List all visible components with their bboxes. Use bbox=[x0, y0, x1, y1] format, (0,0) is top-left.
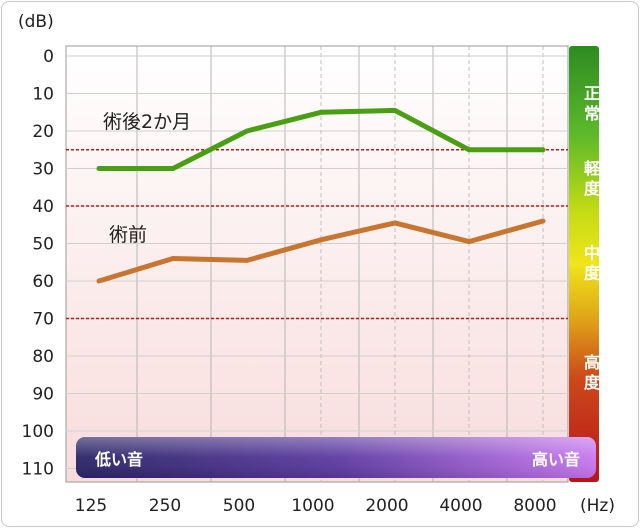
x-tick-label: 500 bbox=[223, 496, 255, 516]
x-axis-unit: (Hz) bbox=[580, 496, 615, 516]
severity-band-label: 中度 bbox=[584, 243, 601, 282]
y-tick-label: 70 bbox=[32, 310, 54, 330]
y-axis-unit: (dB) bbox=[18, 12, 54, 32]
y-tick-label: 40 bbox=[32, 197, 54, 217]
y-tick-label: 90 bbox=[32, 385, 54, 405]
x-tick-label: 250 bbox=[149, 496, 181, 516]
x-tick-label: 1000 bbox=[291, 496, 334, 516]
y-tick-label: 50 bbox=[32, 235, 54, 255]
severity-band-label: 高度 bbox=[584, 353, 601, 392]
severity-band-label: 正常 bbox=[584, 84, 600, 123]
y-tick-label: 110 bbox=[22, 460, 54, 480]
y-axis-ticks: 0 10 20 30 40 50 60 70 80 90 100 110 bbox=[22, 47, 54, 480]
series-lines bbox=[96, 107, 546, 284]
high-pitch-label: 高い音 bbox=[532, 450, 580, 469]
severity-scale bbox=[569, 46, 599, 482]
y-tick-label: 60 bbox=[32, 272, 54, 292]
severity-band-label: 軽度 bbox=[584, 159, 601, 198]
series-line-pre-op bbox=[96, 218, 546, 284]
y-tick-label: 30 bbox=[32, 160, 54, 180]
x-tick-label: 4000 bbox=[439, 496, 482, 516]
series-line-post-op bbox=[96, 107, 546, 171]
y-tick-label: 10 bbox=[32, 85, 54, 105]
series-label-post-op: 術後2か月 bbox=[103, 111, 191, 133]
x-tick-label: 8000 bbox=[513, 496, 556, 516]
y-tick-label: 0 bbox=[43, 47, 54, 67]
x-tick-label: 2000 bbox=[365, 496, 408, 516]
grid bbox=[66, 46, 568, 482]
x-tick-label: 125 bbox=[75, 496, 107, 516]
y-tick-label: 100 bbox=[22, 422, 54, 442]
threshold-lines bbox=[66, 149, 568, 320]
series-label-pre-op: 術前 bbox=[109, 224, 147, 246]
x-axis-ticks: 125 250 500 1000 2000 4000 8000 bbox=[75, 496, 557, 516]
pitch-range-bar: 低い音 高い音 bbox=[76, 437, 596, 478]
y-tick-label: 20 bbox=[32, 122, 54, 142]
y-tick-label: 80 bbox=[32, 347, 54, 367]
low-pitch-label: 低い音 bbox=[94, 450, 143, 469]
